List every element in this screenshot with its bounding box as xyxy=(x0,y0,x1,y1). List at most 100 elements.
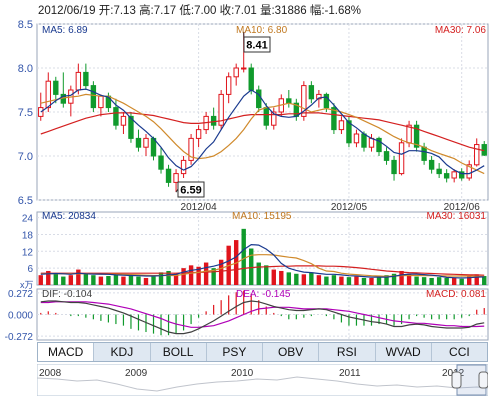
volume-bar xyxy=(38,275,43,285)
volume-bar xyxy=(316,275,322,285)
volume-bar xyxy=(294,273,299,285)
candle-body xyxy=(173,173,179,183)
volume-bar xyxy=(346,277,352,285)
max-price-label: 8.41 xyxy=(246,40,267,52)
candle-body xyxy=(75,71,82,91)
change-label: 幅: xyxy=(309,5,325,17)
tab-wvad[interactable]: WVAD xyxy=(376,343,432,361)
volume-bar xyxy=(391,273,397,285)
navigator-history-line xyxy=(37,376,488,392)
volume-bar xyxy=(444,277,449,285)
volume-bar xyxy=(136,276,141,285)
candle-body xyxy=(195,129,202,139)
tab-cci[interactable]: CCI xyxy=(449,345,470,359)
candle-body xyxy=(128,115,134,139)
tab-boll[interactable]: BOLL xyxy=(151,343,207,361)
volume-bar xyxy=(203,262,209,285)
volume-bar xyxy=(211,268,216,285)
candle-body xyxy=(135,137,142,148)
volume-bar xyxy=(196,266,201,285)
close-label: 收: xyxy=(219,5,235,17)
price-tick-label: 8.5 xyxy=(18,19,33,31)
price-ma5-line xyxy=(40,88,485,175)
dif-legend: DIF: -0.104 xyxy=(42,289,92,300)
candle-body xyxy=(451,171,457,179)
macd-legend: MACD: 0.081 xyxy=(426,289,486,300)
volume-bar xyxy=(121,276,126,285)
volume-bar xyxy=(166,270,171,285)
volume-bar xyxy=(399,270,404,285)
candle-body xyxy=(113,107,119,126)
navigator-background xyxy=(37,364,488,396)
volume-bar xyxy=(151,276,156,285)
volume-bar xyxy=(76,269,81,285)
volume-bar xyxy=(301,274,307,285)
change-value: -1.68% xyxy=(324,5,361,17)
tab-psy[interactable]: PSY xyxy=(207,343,263,361)
volume-ma30-legend: MA30: 16031 xyxy=(427,211,487,222)
price-panel: 6.5 7.0 7.5 8.0 8.5 2012/04 2012/05 2012/06 xyxy=(18,19,489,213)
candle-body xyxy=(248,67,254,91)
volume-ma10-legend: MA10: 15195 xyxy=(232,211,292,222)
quote-header: 2012/06/19 开:7.13 高:7.17 低:7.00 收:7.01 量… xyxy=(38,2,361,18)
dea-legend: DEA: -0.145 xyxy=(236,289,291,300)
candle-body xyxy=(436,168,442,175)
navigator-left-handle[interactable] xyxy=(451,371,462,389)
volume-bar xyxy=(421,277,427,285)
candle-body xyxy=(210,115,217,126)
candle-body xyxy=(361,133,367,148)
candle-body xyxy=(428,159,435,170)
candle-body xyxy=(443,173,450,179)
price-month-label: 2012/04 xyxy=(181,202,218,213)
price-tick-label: 7.0 xyxy=(18,151,33,163)
volume-bar xyxy=(53,273,58,285)
navigator-right-handle[interactable] xyxy=(478,371,488,389)
price-tick-label: 8.0 xyxy=(18,63,33,75)
price-tick-label: 7.5 xyxy=(18,107,33,119)
candle-body xyxy=(331,107,337,131)
macd-tick-label: 0.000 xyxy=(8,311,33,322)
volume-bar xyxy=(68,275,74,285)
timeline-navigator[interactable]: 2008 2009 2010 2011 2012 xyxy=(37,364,488,396)
stock-chart: 6.5 7.0 7.5 8.0 8.5 2012/04 2012/05 2012/06 6 12… xyxy=(5,19,489,342)
candle-body xyxy=(346,120,352,144)
volume-bar xyxy=(271,269,276,285)
candle-body xyxy=(158,155,164,170)
volume-bar xyxy=(264,265,269,285)
tab-kdj[interactable]: KDJ xyxy=(94,343,151,361)
volume-bar xyxy=(128,275,134,285)
volume-value: 31886 xyxy=(274,5,307,17)
macd-dea-line xyxy=(40,301,485,328)
candle-body xyxy=(90,85,97,109)
volume-bar xyxy=(339,276,344,285)
volume-bar xyxy=(188,265,194,285)
candle-body xyxy=(188,137,194,161)
volume-bar xyxy=(451,277,457,285)
volume-bar xyxy=(324,276,329,285)
candle-body xyxy=(180,159,187,175)
candle-body xyxy=(241,67,247,70)
volume-bar xyxy=(384,275,389,285)
high-label: 高: xyxy=(139,5,154,17)
volume-tick-label: 24 xyxy=(22,214,34,225)
volume-tick-label: 18 xyxy=(22,230,34,241)
volume-ma5-legend: MA5: 20834 xyxy=(42,211,96,222)
volume-bar xyxy=(98,276,104,285)
tab-macd[interactable]: MACD xyxy=(38,343,95,361)
volume-bar xyxy=(113,273,119,285)
candle-body xyxy=(391,159,397,175)
min-price-annotation: 6.59 xyxy=(177,181,205,198)
volume-bar xyxy=(286,272,292,285)
volume-unit-label: x万 xyxy=(20,280,34,290)
tab-rsi[interactable]: RSI xyxy=(319,343,376,361)
volume-tick-label: 12 xyxy=(22,247,34,258)
tab-obv[interactable]: OBV xyxy=(263,343,320,361)
candle-body xyxy=(263,107,269,126)
price-ma10-legend: MA10: 6.80 xyxy=(236,25,288,36)
navigator-year-2008: 2008 xyxy=(39,368,62,379)
volume-bar xyxy=(361,277,367,285)
candle-body xyxy=(413,124,420,148)
macd-tick-label: -0.272 xyxy=(5,332,34,342)
max-price-annotation: 8.41 xyxy=(243,36,271,53)
candle-body xyxy=(98,95,104,109)
